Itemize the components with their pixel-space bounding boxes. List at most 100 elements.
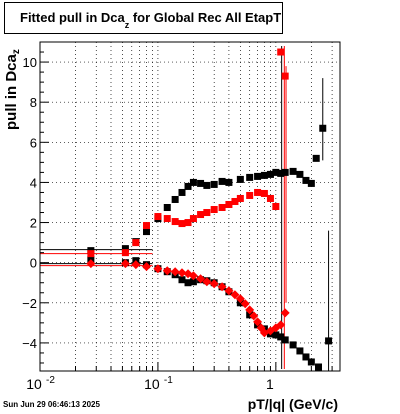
data-point (224, 286, 234, 296)
data-point (266, 170, 274, 178)
data-point (246, 311, 254, 319)
data-point (218, 204, 226, 212)
data-point (249, 311, 259, 321)
data-point (272, 203, 280, 210)
data-point (230, 290, 240, 300)
data-point (240, 299, 250, 309)
data-point (302, 176, 310, 184)
x-tick-label: 10 (26, 376, 42, 392)
axes: −4 −2 0 2 4 6 8 10 10 -2 10 -1 1 (22, 41, 333, 392)
data-point (236, 194, 244, 202)
data-point (170, 267, 180, 277)
y-tick-label: −2 (22, 296, 37, 311)
data-point (178, 220, 186, 228)
data-point (163, 215, 171, 223)
data-point (184, 279, 192, 287)
data-point (307, 179, 315, 187)
data-point (246, 191, 254, 199)
x-axis-label: pT/|q| (GeV/c) (247, 396, 338, 412)
data-point (184, 219, 192, 227)
data-point (131, 260, 141, 270)
data-point (260, 189, 268, 197)
ylabel-sub: z (11, 49, 22, 55)
y-tick-label: 4 (30, 175, 37, 190)
data-point (225, 200, 233, 208)
data-point (277, 48, 285, 56)
data-point (162, 266, 172, 276)
data-point (236, 175, 244, 183)
data-point (154, 213, 162, 221)
data-point (184, 182, 192, 190)
y-tick-label: 8 (30, 95, 37, 110)
data-point (289, 341, 297, 349)
ylabel-main: pull in Dca (3, 54, 20, 130)
data-point (277, 333, 285, 341)
data-point (266, 194, 274, 202)
data-point (314, 363, 322, 371)
data-point (319, 124, 327, 132)
data-point (196, 274, 206, 284)
data-point (177, 268, 187, 278)
data-point (254, 172, 262, 180)
data-point (141, 262, 151, 272)
y-tick-label: 2 (30, 216, 37, 231)
data-point (209, 279, 219, 289)
datestamp: Sun Jun 29 06:46:13 2025 (3, 400, 100, 409)
data-point (210, 206, 218, 214)
data-point (142, 222, 150, 230)
markers (86, 48, 333, 371)
y-tick-label: −4 (22, 336, 37, 351)
data-point (202, 277, 212, 287)
data-point (312, 154, 320, 162)
plot-frame (39, 41, 341, 372)
data-point (171, 218, 179, 226)
data-point (189, 178, 197, 186)
data-point (121, 249, 129, 257)
data-point (142, 228, 150, 236)
data-point (254, 188, 262, 196)
data-point (281, 336, 289, 344)
data-point (178, 276, 186, 284)
x-tick-label: 1 (266, 376, 274, 392)
data-point (277, 169, 285, 177)
data-point (245, 305, 255, 315)
data-point (281, 168, 289, 176)
x-tick-exponent: -1 (164, 375, 173, 386)
data-point (276, 320, 286, 330)
data-point (178, 188, 186, 196)
data-point (163, 204, 171, 212)
data-point (197, 211, 205, 219)
data-point (153, 264, 163, 274)
band (40, 46, 330, 371)
x-tick-label: 10 (144, 376, 160, 392)
y-axis-label: pull in Dcaz (3, 49, 22, 130)
data-point (218, 177, 226, 185)
data-point (260, 171, 268, 179)
data-point (296, 347, 304, 355)
data-point (189, 215, 197, 223)
data-point (325, 337, 333, 345)
data-point (197, 179, 205, 187)
data-point (281, 72, 289, 80)
data-point (86, 259, 96, 269)
title-main: Fitted pull in Dca (20, 10, 125, 25)
data-point (246, 173, 254, 181)
data-point (188, 271, 198, 281)
x-tick-exponent: -2 (46, 375, 55, 386)
data-point (235, 294, 245, 304)
data-point (302, 353, 310, 361)
data-point (171, 195, 179, 203)
data-point (217, 282, 227, 292)
data-point (307, 358, 315, 366)
data-point (121, 245, 129, 253)
title-rest: for Global Rec All EtapT (129, 10, 282, 25)
chart-title: Fitted pull in Dcaz for Global Rec All E… (4, 2, 283, 34)
data-point (120, 259, 130, 269)
data-point (296, 170, 304, 178)
data-point (289, 167, 297, 175)
data-point (280, 308, 290, 318)
y-tick-label: 6 (30, 135, 37, 150)
data-point (231, 197, 239, 205)
data-point (189, 278, 197, 286)
